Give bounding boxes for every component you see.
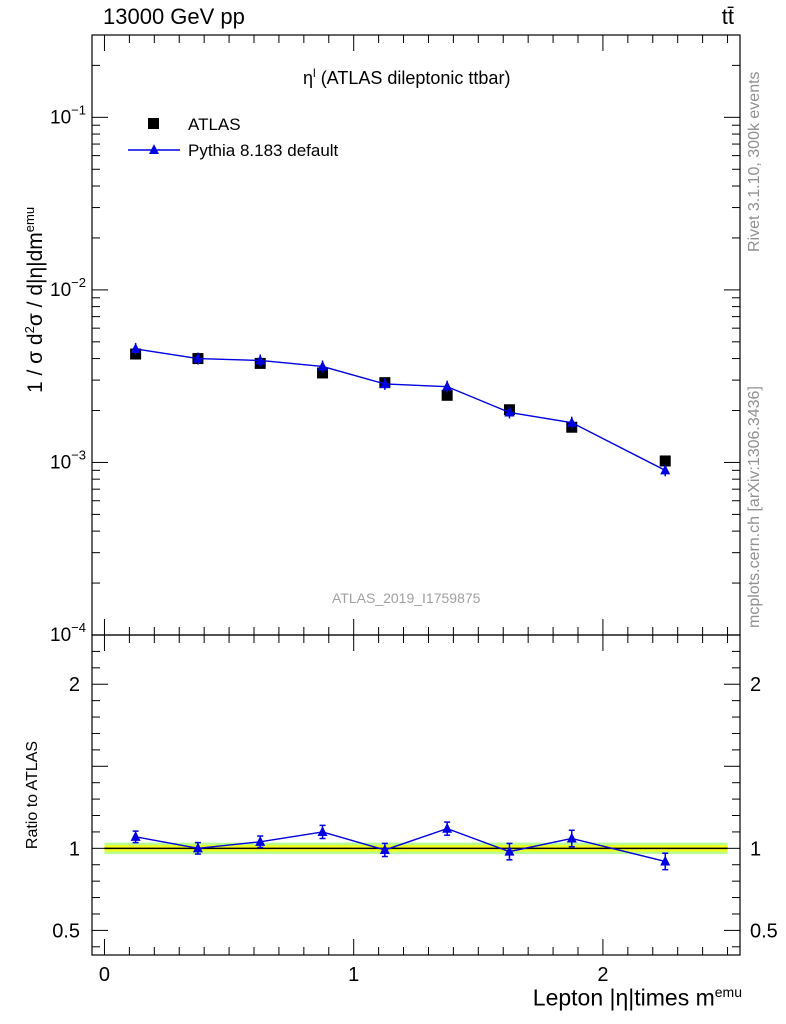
ratio-y-tick-label-right: 2 — [750, 674, 761, 696]
ratio-y-tick-label-left: 0.5 — [52, 920, 80, 942]
atlas-data-point — [659, 455, 671, 467]
legend-atlas-marker — [148, 118, 159, 129]
main-y-tick-label: 10−3 — [50, 447, 86, 473]
ratio-y-tick-label-left: 2 — [69, 674, 80, 696]
ratio-data-point — [442, 822, 453, 833]
xlabel-main: Lepton |η|times m — [532, 984, 715, 1011]
legend: ATLAS Pythia 8.183 default — [128, 115, 339, 160]
main-y-tick-label: 10−2 — [50, 275, 86, 301]
pythia-data-point — [566, 416, 577, 427]
pythia-data-point — [504, 406, 515, 417]
legend-pythia-label: Pythia 8.183 default — [188, 141, 339, 160]
ratio-uncertainty-band — [104, 842, 728, 855]
mcplots-label: mcplots.cern.ch [arXiv:1306.3436] — [746, 386, 763, 628]
process-label: tt̄ — [721, 4, 734, 29]
legend-pythia-marker — [149, 144, 159, 155]
ylabel-part-b: σ / d|η|dm — [24, 232, 47, 327]
ratio-data-point — [317, 826, 328, 836]
pythia-data-point — [660, 464, 671, 475]
ratio-data-point — [566, 832, 577, 843]
pythia-data-point — [442, 380, 453, 391]
rivet-label: Rivet 3.1.10, 300k events — [746, 71, 763, 252]
plot-title-sup: l — [313, 66, 316, 80]
main-y-axis-label: 1 / σ d2σ / d|η|dmemu — [22, 207, 48, 393]
ratio-data-point — [504, 845, 515, 856]
pythia-data-point — [192, 352, 203, 363]
ratio-y-tick-label-right: 1 — [750, 838, 761, 860]
ratio-y-tick-label-right: 0.5 — [750, 920, 778, 942]
main-ticks: 10−1 10−2 10−3 10−4 — [50, 34, 740, 646]
ylabel-part-a: 1 / σ d — [24, 333, 47, 394]
atlas-data-point — [317, 367, 329, 379]
main-series-group — [130, 342, 671, 477]
ratio-data-point — [379, 844, 390, 855]
atlas-data-point — [441, 389, 453, 401]
x-tick-label: 1 — [348, 964, 359, 986]
energy-label: 13000 GeV pp — [103, 4, 245, 29]
xlabel-sup: emu — [714, 984, 742, 1000]
legend-atlas-label: ATLAS — [188, 115, 241, 134]
ratio-panel-frame — [91, 634, 741, 956]
pythia-data-point — [130, 343, 141, 353]
plot-title-rest: (ATLAS dileptonic ttbar) — [315, 68, 511, 88]
ratio-y-tick-label-left: 1 — [69, 838, 80, 860]
plot-title-main: η — [303, 68, 314, 88]
ratio-data-point — [130, 830, 141, 841]
ratio-data-point — [660, 855, 671, 866]
pythia-data-point — [255, 354, 266, 365]
ylabel-sup-1: 2 — [22, 326, 37, 334]
ratio-ticks: 0 1 2 0.5 0.5 1 1 2 2 — [52, 634, 778, 986]
analysis-watermark: ATLAS_2019_I1759875 — [332, 590, 481, 606]
x-tick-label: 2 — [597, 964, 608, 986]
ratio-series-group — [130, 821, 671, 871]
plot-title: ηl (ATLAS dileptonic ttbar) — [303, 66, 510, 89]
ratio-data-point — [255, 835, 266, 846]
ratio-frame-rect — [91, 634, 741, 956]
ylabel-sup-2: emu — [22, 206, 37, 233]
pythia-data-point — [379, 378, 390, 389]
x-tick-label: 0 — [99, 964, 110, 986]
main-y-tick-label: 10−1 — [50, 102, 86, 128]
pythia-data-point — [317, 360, 328, 371]
ratio-y-axis-label: Ratio to ATLAS — [24, 740, 41, 850]
x-axis-label: Lepton |η|times memu — [533, 984, 742, 1012]
main-y-tick-label: 10−4 — [50, 620, 86, 646]
ratio-data-point — [192, 842, 203, 853]
